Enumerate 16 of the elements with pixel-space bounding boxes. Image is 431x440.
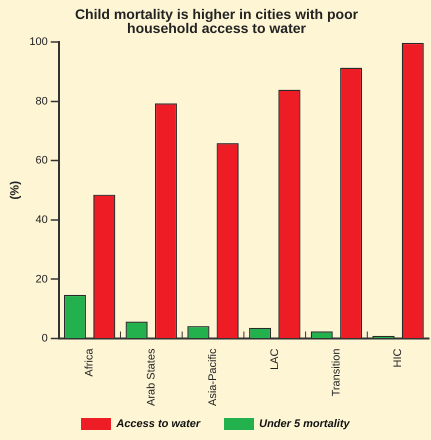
x-tick-label: Transition bbox=[330, 348, 342, 396]
y-tick-label: 20 bbox=[36, 273, 48, 286]
x-tick-label: Asia-Pacific bbox=[207, 348, 220, 406]
legend-label: Under 5 mortality bbox=[259, 418, 350, 430]
y-tick-label: 40 bbox=[36, 214, 48, 226]
x-tick-label: HIC bbox=[392, 348, 404, 368]
legend-label: Access to water bbox=[116, 418, 200, 430]
y-tick-label: 80 bbox=[36, 95, 48, 108]
x-tick-label: LAC bbox=[268, 348, 281, 370]
x-tick-label: Africa bbox=[84, 348, 96, 377]
y-axis-title: (%) bbox=[8, 180, 22, 200]
y-tick-label: 0 bbox=[42, 332, 48, 345]
y-tick-label: 100 bbox=[29, 36, 48, 48]
x-tick-label: Arab States bbox=[145, 348, 158, 406]
text: Child mortality is higher in cities with poor bbox=[74, 6, 358, 22]
y-tick-label: 60 bbox=[36, 154, 48, 167]
